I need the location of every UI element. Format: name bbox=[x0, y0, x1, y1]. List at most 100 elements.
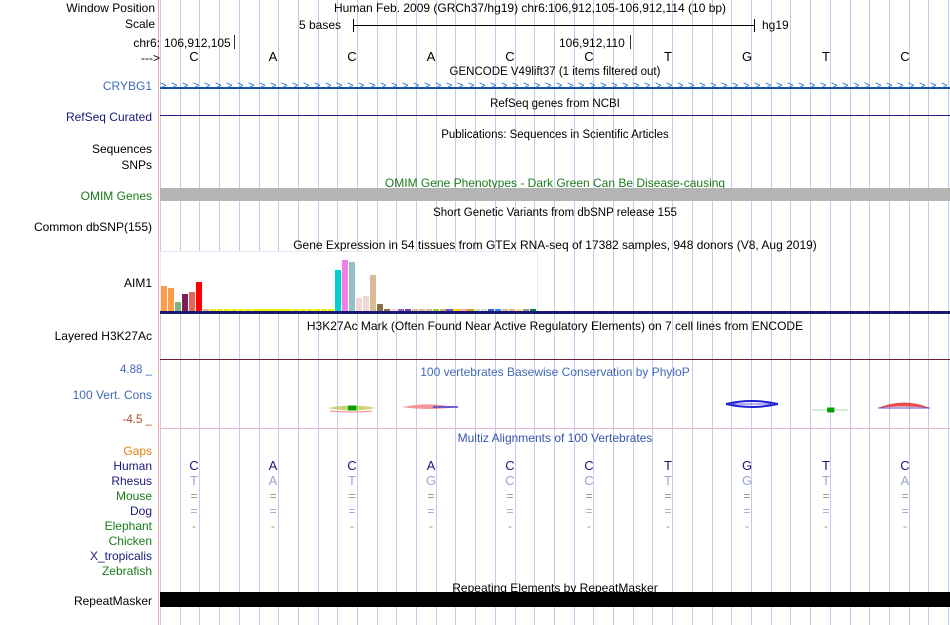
gtex-bar[interactable] bbox=[488, 309, 495, 312]
gtex-bar[interactable] bbox=[502, 309, 509, 312]
multiz-species-label-zebrafish[interactable]: Zebrafish bbox=[101, 564, 152, 578]
gtex-bar[interactable] bbox=[265, 309, 272, 312]
gtex-bar[interactable] bbox=[404, 309, 411, 312]
gencode-transcript-line[interactable] bbox=[160, 87, 950, 89]
multiz-species-label-mouse[interactable]: Mouse bbox=[115, 489, 152, 503]
multiz-species-label-human[interactable]: Human bbox=[113, 459, 152, 473]
multiz-species-label-dog[interactable]: Dog bbox=[129, 504, 152, 518]
gencode-direction-arrow-icon: > bbox=[875, 80, 882, 92]
gtex-bar[interactable] bbox=[362, 296, 370, 312]
gtex-bar[interactable] bbox=[279, 309, 286, 312]
gencode-direction-arrow-icon: > bbox=[292, 80, 299, 92]
multiz-species-label-chicken[interactable]: Chicken bbox=[108, 534, 152, 548]
multiz-gap-mark: = bbox=[269, 489, 277, 503]
gtex-bar[interactable] bbox=[216, 309, 223, 312]
omim-gene-bar[interactable] bbox=[160, 188, 950, 201]
gtex-bar[interactable] bbox=[321, 309, 328, 312]
gtex-bar[interactable] bbox=[223, 309, 230, 312]
gencode-direction-arrow-icon: > bbox=[644, 80, 651, 92]
gtex-bar[interactable] bbox=[411, 309, 418, 312]
gtex-bar[interactable] bbox=[167, 288, 175, 312]
h3k27ac-baseline bbox=[160, 359, 950, 360]
multiz-base: C bbox=[584, 458, 594, 473]
gtex-bar[interactable] bbox=[495, 309, 502, 312]
multiz-species-label-elephant[interactable]: Elephant bbox=[104, 519, 152, 533]
gtex-bar[interactable] bbox=[202, 309, 209, 312]
conservation-zero-line bbox=[160, 428, 950, 429]
gtex-bar[interactable] bbox=[446, 309, 453, 312]
gtex-bar[interactable] bbox=[355, 298, 363, 312]
track-label-refseq-curated[interactable]: RefSeq Curated bbox=[65, 110, 152, 124]
multiz-gap-mark: = bbox=[901, 489, 909, 503]
ruler-base-3: A bbox=[426, 49, 436, 64]
gtex-bar[interactable] bbox=[453, 309, 460, 312]
gtex-bar[interactable] bbox=[349, 262, 356, 312]
gtex-bar[interactable] bbox=[439, 309, 446, 312]
track-label-repeatmasker[interactable]: RepeatMasker bbox=[73, 594, 152, 608]
gtex-bar[interactable] bbox=[237, 309, 244, 312]
gtex-bar[interactable] bbox=[258, 309, 265, 312]
gtex-bar[interactable] bbox=[474, 309, 481, 312]
multiz-base: C bbox=[505, 473, 515, 488]
gtex-bar[interactable] bbox=[314, 309, 321, 312]
gtex-bar[interactable] bbox=[516, 309, 523, 312]
multiz-base: A bbox=[900, 473, 910, 488]
gtex-bar[interactable] bbox=[481, 309, 488, 312]
gtex-bar[interactable] bbox=[369, 275, 377, 312]
track-label-layered-h3k27ac[interactable]: Layered H3K27Ac bbox=[54, 329, 152, 343]
multiz-species-label-x_tropicalis[interactable]: X_tropicalis bbox=[89, 549, 152, 563]
gtex-bar[interactable] bbox=[272, 309, 279, 312]
gtex-bar[interactable] bbox=[530, 309, 537, 312]
gencode-direction-arrow-icon: > bbox=[347, 80, 354, 92]
multiz-gap-mark: - bbox=[587, 519, 591, 533]
track-label-sequences[interactable]: Sequences bbox=[91, 142, 152, 156]
gtex-bar[interactable] bbox=[397, 309, 404, 312]
conservation-feature-1[interactable] bbox=[402, 398, 458, 414]
gtex-bar[interactable] bbox=[432, 309, 439, 312]
track-label-common-dbsnp[interactable]: Common dbSNP(155) bbox=[33, 220, 152, 234]
gtex-bar[interactable] bbox=[328, 309, 335, 312]
gtex-bar[interactable] bbox=[523, 309, 530, 312]
multiz-gap-mark: = bbox=[427, 504, 435, 518]
conservation-feature-4[interactable] bbox=[878, 396, 930, 412]
gtex-bar[interactable] bbox=[286, 309, 293, 312]
gtex-expression-chart[interactable] bbox=[160, 251, 538, 312]
track-label-omim-genes[interactable]: OMIM Genes bbox=[80, 189, 152, 203]
gaps-label[interactable]: Gaps bbox=[123, 444, 152, 458]
gtex-bar[interactable] bbox=[509, 309, 516, 312]
refseq-feature-line[interactable] bbox=[160, 115, 950, 116]
gtex-bar[interactable] bbox=[161, 286, 168, 312]
ruler-base-0: C bbox=[189, 49, 199, 64]
conservation-feature-2[interactable] bbox=[725, 396, 779, 412]
gtex-bar[interactable] bbox=[383, 309, 390, 312]
multiz-gap-mark: - bbox=[271, 519, 275, 533]
conservation-feature-3[interactable] bbox=[812, 402, 848, 418]
gtex-bar[interactable] bbox=[460, 309, 467, 312]
gtex-bar[interactable] bbox=[209, 309, 216, 312]
gtex-bar[interactable] bbox=[251, 309, 258, 312]
gtex-bar[interactable] bbox=[181, 294, 189, 312]
gtex-bar[interactable] bbox=[188, 292, 195, 312]
gtex-bar[interactable] bbox=[335, 270, 342, 312]
track-label-snps[interactable]: SNPs bbox=[121, 158, 152, 172]
gtex-bar[interactable] bbox=[293, 309, 300, 312]
gtex-bar[interactable] bbox=[174, 302, 182, 312]
gtex-bar[interactable] bbox=[425, 309, 432, 312]
gencode-direction-arrow-icon: > bbox=[930, 80, 937, 92]
conservation-feature-0[interactable] bbox=[328, 400, 376, 416]
gtex-bar[interactable] bbox=[300, 309, 307, 312]
gtex-bar[interactable] bbox=[390, 309, 397, 312]
track-label-aim1[interactable]: AIM1 bbox=[123, 276, 152, 290]
gtex-bar[interactable] bbox=[418, 309, 425, 312]
gtex-bar[interactable] bbox=[244, 309, 251, 312]
repeatmasker-bar[interactable] bbox=[160, 592, 950, 607]
gtex-bar[interactable] bbox=[467, 309, 474, 312]
gtex-bar[interactable] bbox=[342, 260, 349, 312]
track-label-crybg1[interactable]: CRYBG1 bbox=[102, 79, 152, 93]
gtex-bar[interactable] bbox=[195, 282, 202, 312]
multiz-species-label-rhesus[interactable]: Rhesus bbox=[111, 474, 152, 488]
gtex-bar[interactable] bbox=[307, 309, 314, 312]
track-label-100-vert-cons[interactable]: 100 Vert. Cons bbox=[72, 388, 152, 402]
gtex-bar[interactable] bbox=[376, 304, 383, 312]
gtex-bar[interactable] bbox=[230, 309, 237, 312]
